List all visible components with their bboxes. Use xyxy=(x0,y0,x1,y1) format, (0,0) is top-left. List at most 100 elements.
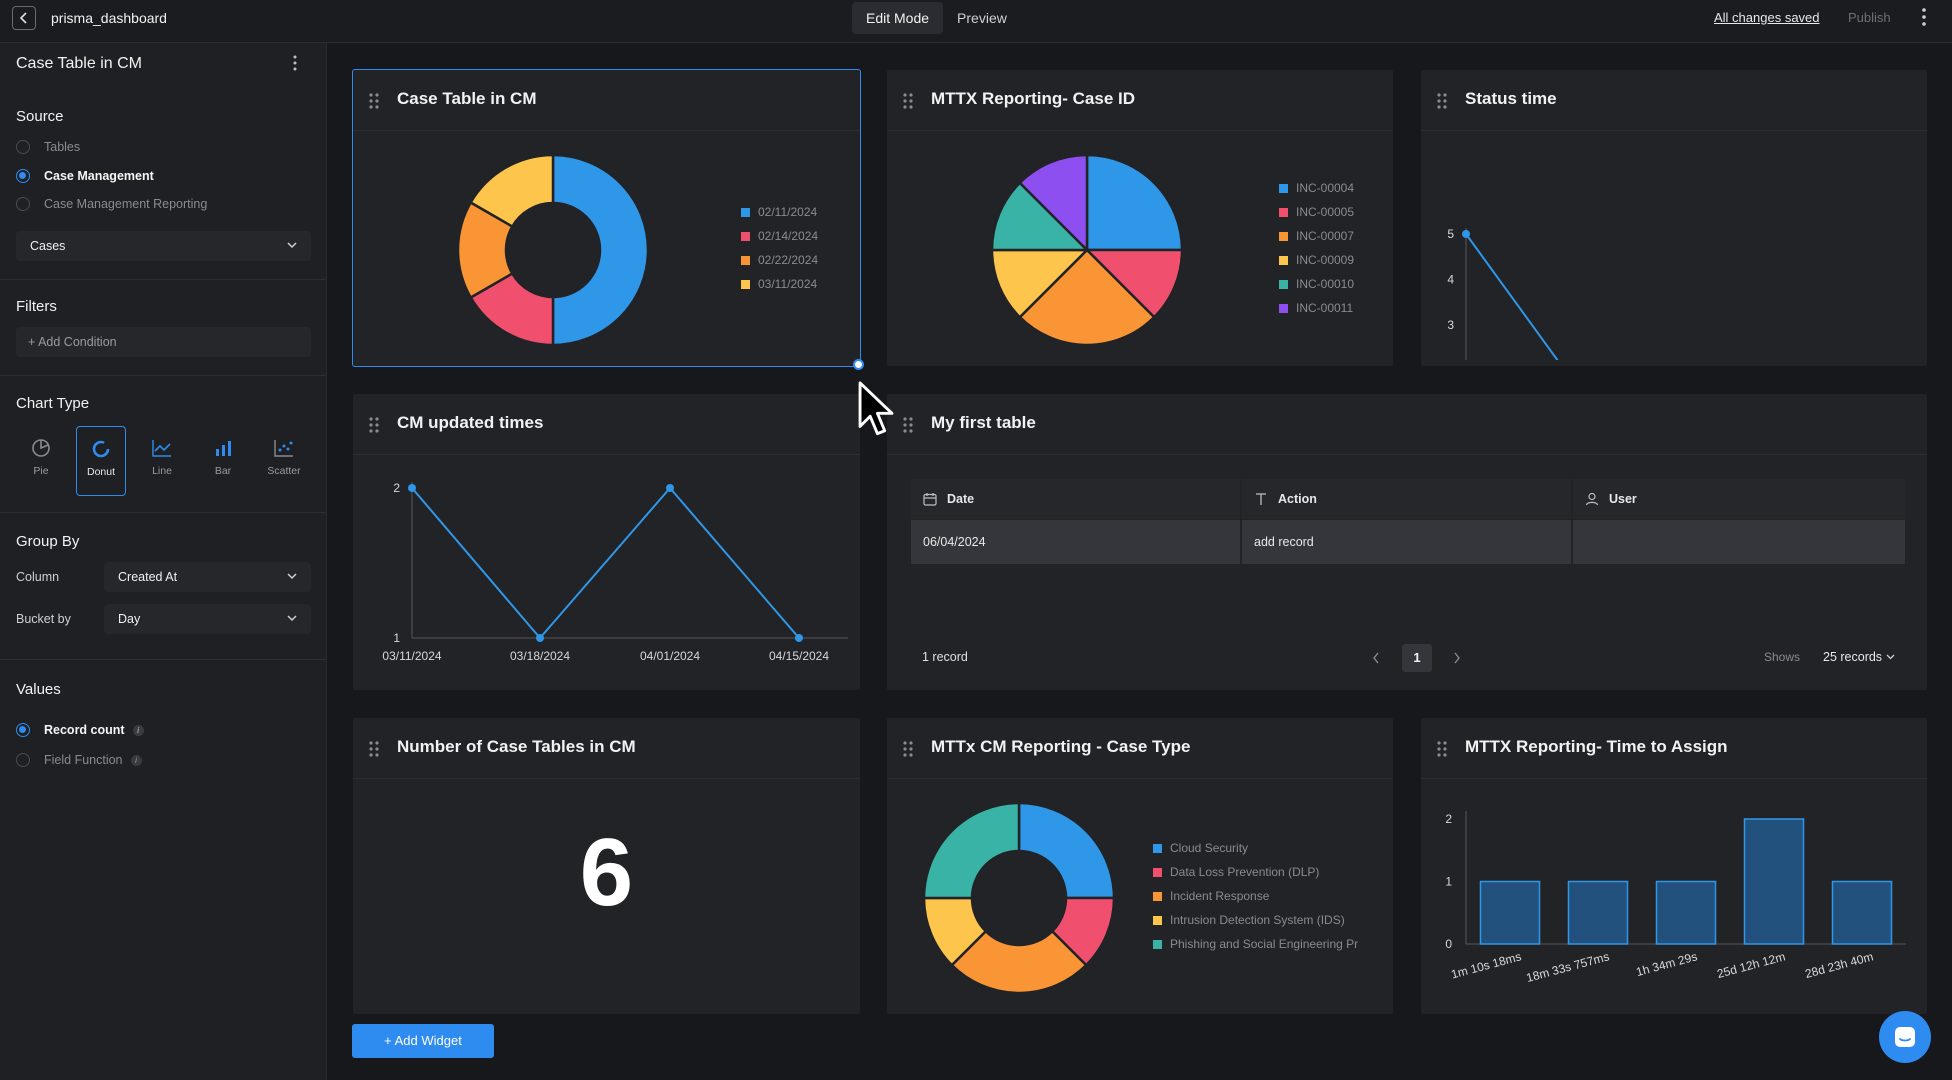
legend-label: INC-00011 xyxy=(1296,301,1354,315)
legend-label: INC-00007 xyxy=(1296,229,1355,243)
dashboard-name: prisma_dashboard xyxy=(51,10,167,26)
chart-type-bar[interactable]: Bar xyxy=(198,426,248,496)
table-cell[interactable] xyxy=(1573,520,1904,564)
legend-item[interactable]: 03/11/2024 xyxy=(741,272,818,296)
legend-item[interactable]: Data Loss Prevention (DLP) xyxy=(1153,860,1385,884)
x-tick-label: 1m 10s 18ms xyxy=(1450,949,1523,981)
widget-header: Number of Case Tables in CM xyxy=(353,718,860,779)
chat-support-button[interactable] xyxy=(1879,1011,1931,1063)
back-button[interactable] xyxy=(12,6,36,30)
page-size-select[interactable]: 25 records xyxy=(1823,650,1895,664)
legend-item[interactable]: INC-00009 xyxy=(1279,248,1354,272)
legend-label: Intrusion Detection System (IDS) xyxy=(1170,913,1345,927)
next-page-icon[interactable] xyxy=(1452,651,1462,665)
widget-header: My first table xyxy=(887,394,1927,455)
entity-select[interactable]: Cases xyxy=(16,231,311,261)
table-row[interactable]: 06/04/2024 add record xyxy=(911,520,1905,564)
divider xyxy=(0,659,326,660)
widget-status-time[interactable]: Status time 123454d 23h 28m11d 3h 36m28d… xyxy=(1421,70,1927,366)
legend-item[interactable]: Phishing and Social Engineering Pr xyxy=(1153,932,1385,956)
legend-item[interactable]: INC-00011 xyxy=(1279,296,1354,320)
column-header-user[interactable]: User xyxy=(1573,479,1904,519)
source-option-tables[interactable]: Tables xyxy=(16,140,80,154)
x-tick-label: 04/15/2024 xyxy=(769,649,829,663)
legend-swatch xyxy=(1279,231,1288,241)
pie-slice xyxy=(950,929,1088,995)
data-point xyxy=(536,634,544,642)
add-widget-button[interactable]: + Add Widget xyxy=(352,1024,494,1058)
save-status-link[interactable]: All changes saved xyxy=(1714,10,1820,25)
publish-button[interactable]: Publish xyxy=(1848,10,1891,25)
drag-handle-icon[interactable] xyxy=(1436,92,1448,110)
pie-slice xyxy=(1085,153,1184,252)
legend-swatch xyxy=(1153,891,1162,901)
pie-slice xyxy=(990,248,1091,319)
bucket-label: Bucket by xyxy=(16,612,71,626)
drag-handle-icon[interactable] xyxy=(902,416,914,434)
prev-page-icon[interactable] xyxy=(1371,651,1381,665)
widget-mttx-case-id[interactable]: MTTX Reporting- Case ID INC-00004 INC-000… xyxy=(887,70,1393,366)
sidebar-more-icon[interactable] xyxy=(292,55,298,76)
bucket-select[interactable]: Day xyxy=(104,604,311,634)
pie-chart-icon xyxy=(32,439,50,457)
legend-item[interactable]: INC-00005 xyxy=(1279,200,1354,224)
drag-handle-icon[interactable] xyxy=(902,92,914,110)
source-option-case-management[interactable]: Case Management xyxy=(16,169,154,183)
drag-handle-icon[interactable] xyxy=(368,416,380,434)
legend-label: INC-00009 xyxy=(1296,253,1355,267)
drag-handle-icon[interactable] xyxy=(902,740,914,758)
column-select[interactable]: Created At xyxy=(104,562,311,592)
radio-icon xyxy=(16,197,30,211)
legend-item[interactable]: INC-00010 xyxy=(1279,272,1354,296)
bar xyxy=(1743,818,1805,945)
more-menu-icon[interactable] xyxy=(1921,7,1927,32)
legend-swatch xyxy=(1279,279,1288,289)
tab-preview[interactable]: Preview xyxy=(957,10,1007,26)
info-icon[interactable]: i xyxy=(130,754,142,766)
legend-item[interactable]: Incident Response xyxy=(1153,884,1385,908)
value-option-record-count[interactable]: Record count i xyxy=(16,723,144,737)
widget-number-case-tables[interactable]: Number of Case Tables in CM 6 xyxy=(353,718,860,1014)
page-number-button[interactable]: 1 xyxy=(1402,644,1432,672)
drag-handle-icon[interactable] xyxy=(368,92,380,110)
drag-handle-icon[interactable] xyxy=(368,740,380,758)
widget-cm-updated[interactable]: CM updated times 1 2 03/11/2024 03/18/2024 0… xyxy=(353,394,860,690)
x-tick-label: 18m 33s 757ms xyxy=(1525,949,1611,985)
table-cell[interactable]: 06/04/2024 xyxy=(911,520,1242,564)
add-condition-button[interactable]: + Add Condition xyxy=(16,327,311,357)
legend-item[interactable]: 02/22/2024 xyxy=(741,248,818,272)
resize-handle[interactable] xyxy=(853,359,864,370)
tab-edit-mode[interactable]: Edit Mode xyxy=(852,2,944,34)
data-point xyxy=(1462,230,1470,238)
legend-item[interactable]: INC-00004 xyxy=(1279,176,1354,200)
widget-my-first-table[interactable]: My first table Date Action User 06/04/20… xyxy=(887,394,1927,690)
legend-item[interactable]: 02/11/2024 xyxy=(741,200,818,224)
legend-item[interactable]: INC-00007 xyxy=(1279,224,1354,248)
value-option-field-function[interactable]: Field Function i xyxy=(16,753,142,767)
widget-time-to-assign[interactable]: MTTX Reporting- Time to Assign 0 1 2 1m 10s… xyxy=(1421,718,1927,1014)
widget-case-table[interactable]: Case Table in CM 02/11/2024 02/14/2024 02/… xyxy=(352,69,861,367)
chart-type-donut[interactable]: Donut xyxy=(76,426,126,496)
y-tick-label: 0 xyxy=(1445,937,1452,951)
values-heading: Values xyxy=(16,681,61,698)
legend-item[interactable]: Cloud Security xyxy=(1153,836,1385,860)
legend-item[interactable]: 02/14/2024 xyxy=(741,224,818,248)
chart-type-scatter[interactable]: Scatter xyxy=(259,426,309,496)
drag-handle-icon[interactable] xyxy=(1436,740,1448,758)
shows-label: Shows xyxy=(1764,650,1801,664)
chart-type-pie[interactable]: Pie xyxy=(16,426,66,496)
widget-title: My first table xyxy=(931,413,1036,432)
divider xyxy=(0,512,326,513)
legend-label: 02/22/2024 xyxy=(758,253,819,267)
info-icon[interactable]: i xyxy=(132,724,144,736)
chart-type-line[interactable]: Line xyxy=(137,426,187,496)
column-header-action[interactable]: Action xyxy=(1242,479,1573,519)
legend-item[interactable]: Intrusion Detection System (IDS) xyxy=(1153,908,1385,932)
legend-label: 02/11/2024 xyxy=(758,205,818,219)
widget-case-type[interactable]: MTTx CM Reporting - Case Type Cloud Secu… xyxy=(887,718,1393,1014)
table-cell[interactable]: add record xyxy=(1242,520,1573,564)
line-chart-icon xyxy=(152,440,171,457)
legend-label: INC-00005 xyxy=(1296,205,1355,219)
column-header-date[interactable]: Date xyxy=(911,479,1242,519)
source-option-cm-reporting[interactable]: Case Management Reporting xyxy=(16,197,207,211)
